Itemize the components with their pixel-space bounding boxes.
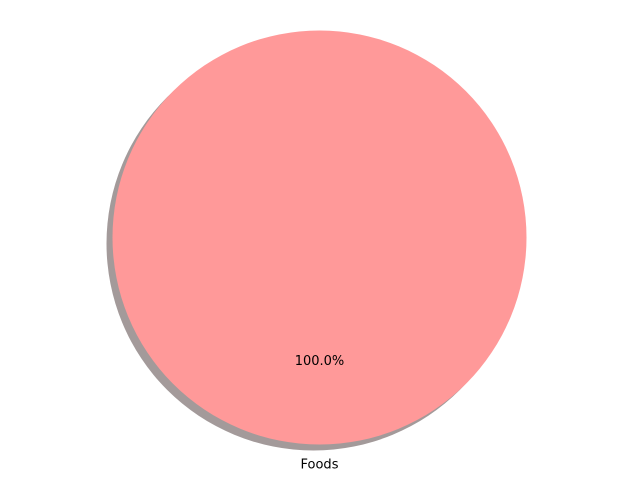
pie-slice-foods — [112, 30, 527, 445]
pie-slices — [112, 30, 527, 445]
pct-label-foods: 100.0% — [295, 354, 345, 369]
pie-labels: 100.0% Foods — [295, 354, 345, 473]
category-label-foods: Foods — [301, 458, 339, 473]
